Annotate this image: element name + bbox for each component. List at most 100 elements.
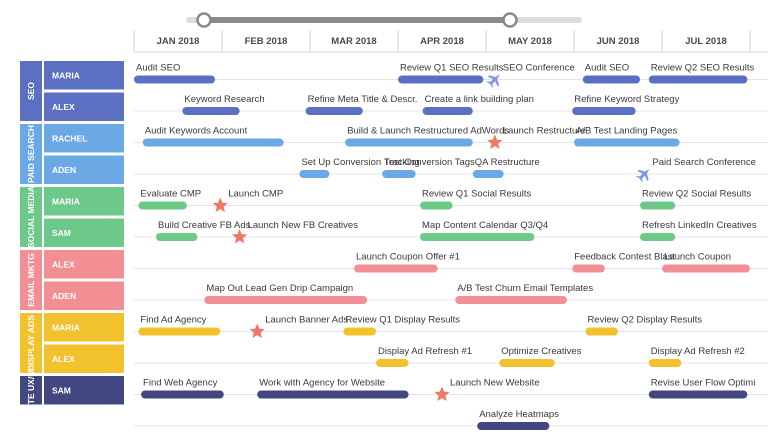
task-bar[interactable]	[422, 107, 473, 115]
month-header: JAN 2018 FEB 2018 MAR 2018 APR 2018 MAY 2018…	[157, 36, 727, 47]
milestone-label: Launch Restructure	[503, 126, 586, 137]
timeline-scrollbar[interactable]	[186, 12, 582, 28]
star-icon[interactable]	[487, 134, 503, 149]
task-label: Optimize Creatives	[501, 346, 581, 357]
task-bar[interactable]	[398, 75, 484, 84]
task-label: Review Q1 Social Results	[422, 189, 532, 200]
task-label: Build Creative FB Ads	[158, 220, 251, 231]
task-bar[interactable]	[648, 359, 682, 367]
task-bar[interactable]	[138, 327, 221, 336]
task-bar[interactable]	[455, 296, 567, 304]
task-bar[interactable]	[499, 359, 555, 367]
task-label: Feedback Contest Blast	[574, 252, 675, 263]
task-bar[interactable]	[345, 138, 473, 147]
group-label: SOCIAL MEDIA	[26, 186, 36, 248]
task-bar[interactable]	[257, 390, 409, 399]
task-label: QA Restructure	[475, 157, 540, 168]
task-bar[interactable]	[648, 390, 748, 399]
group-label: EMAIL MKTG	[26, 253, 36, 307]
milestone-label: SEO Conference	[503, 63, 575, 74]
person-cell	[44, 124, 124, 153]
task-bar[interactable]	[640, 233, 676, 241]
task-bar[interactable]	[420, 233, 535, 241]
person-cell	[44, 344, 124, 373]
task-label: Keyword Research	[184, 94, 264, 105]
person-cell	[44, 187, 124, 216]
month-label: JAN 2018	[157, 36, 200, 47]
plane-icon[interactable]	[636, 169, 650, 183]
task-bar[interactable]	[640, 201, 676, 210]
task-bar[interactable]	[343, 327, 376, 336]
task-bar[interactable]	[354, 264, 438, 273]
person-label: SAM	[52, 385, 71, 395]
task-bar[interactable]	[182, 107, 240, 115]
task-label: Map Content Calendar Q3/Q4	[422, 220, 548, 231]
month-label: MAR 2018	[331, 36, 376, 47]
scrollbar-range[interactable]	[204, 17, 510, 23]
task-bar[interactable]	[648, 75, 748, 84]
group-band	[20, 250, 42, 310]
task-label: Audit SEO	[136, 63, 180, 74]
person-label: ADEN	[52, 291, 76, 301]
task-bar[interactable]	[420, 201, 453, 210]
task-bar[interactable]	[134, 75, 215, 84]
group-label: PAID SEARCH	[26, 125, 36, 183]
task-bar[interactable]	[204, 296, 368, 304]
task-bar[interactable]	[472, 170, 504, 178]
task-label: Audit SEO	[585, 63, 629, 74]
person-cell	[44, 155, 124, 184]
task-bar[interactable]	[156, 233, 198, 241]
task-bar[interactable]	[299, 170, 330, 178]
scrollbar-handle-right[interactable]	[502, 12, 518, 28]
star-icon[interactable]	[212, 197, 228, 212]
person-label: ALEX	[52, 259, 75, 269]
task-label: A/B Test Landing Pages	[576, 126, 677, 137]
task-bar[interactable]	[382, 170, 416, 178]
group-band	[20, 376, 42, 405]
task-bar[interactable]	[582, 75, 640, 84]
task-bar[interactable]	[662, 264, 750, 273]
person-cell	[44, 313, 124, 342]
group-band	[20, 313, 42, 373]
month-gridlines	[133, 30, 768, 53]
task-bar[interactable]	[572, 107, 636, 115]
task-bar[interactable]	[141, 390, 224, 399]
star-icon[interactable]	[434, 386, 450, 401]
task-label: Analyze Heatmaps	[479, 409, 559, 420]
task-label: Test Conversion Tags	[384, 157, 475, 168]
task-label: Refine Keyword Strategy	[574, 94, 679, 105]
star-icon[interactable]	[249, 323, 265, 338]
month-label: JUN 2018	[597, 36, 640, 47]
person-cell	[44, 250, 124, 279]
milestone-label: Launch CMP	[228, 189, 283, 200]
person-label: MARIA	[52, 196, 80, 206]
task-bar[interactable]	[574, 138, 680, 147]
milestone-label: Paid Search Conference	[652, 157, 756, 168]
task-bar[interactable]	[305, 107, 363, 115]
task-label: Review Q2 Social Results	[642, 189, 752, 200]
star-icon[interactable]	[231, 229, 248, 244]
task-label: Refine Meta Title & Descr.	[308, 94, 418, 105]
task-label: Launch Coupon Offer #1	[356, 252, 460, 263]
task-label: Build & Launch Restructured AdWords	[347, 126, 509, 137]
task-bar[interactable]	[572, 264, 605, 273]
group-band	[20, 61, 42, 121]
task-bar[interactable]	[142, 138, 284, 147]
task-label: Audit Keywords Account	[145, 126, 248, 137]
group-band	[20, 187, 42, 247]
plane-icon[interactable]	[486, 74, 500, 88]
task-label: Review Q1 Display Results	[345, 315, 460, 326]
group-label: SEO	[26, 82, 36, 100]
person-label: RACHEL	[52, 133, 87, 143]
task-bar[interactable]	[138, 201, 187, 210]
task-bar[interactable]	[477, 422, 550, 430]
person-label: ADEN	[52, 165, 76, 175]
team-groups: SEO MARIA ALEX PAID SEARCH RACHEL ADEN SOCIAL …	[20, 61, 124, 412]
milestone-label: Launch New Website	[450, 378, 540, 389]
task-label: Refresh LinkedIn Creatives	[642, 220, 757, 231]
scrollbar-handle-left[interactable]	[196, 12, 212, 28]
task-bar[interactable]	[585, 327, 618, 336]
milestone-label: Launch New FB Creatives	[248, 220, 359, 231]
task-bar[interactable]	[376, 359, 409, 367]
milestone-label: Launch Banner Ads	[265, 315, 348, 326]
